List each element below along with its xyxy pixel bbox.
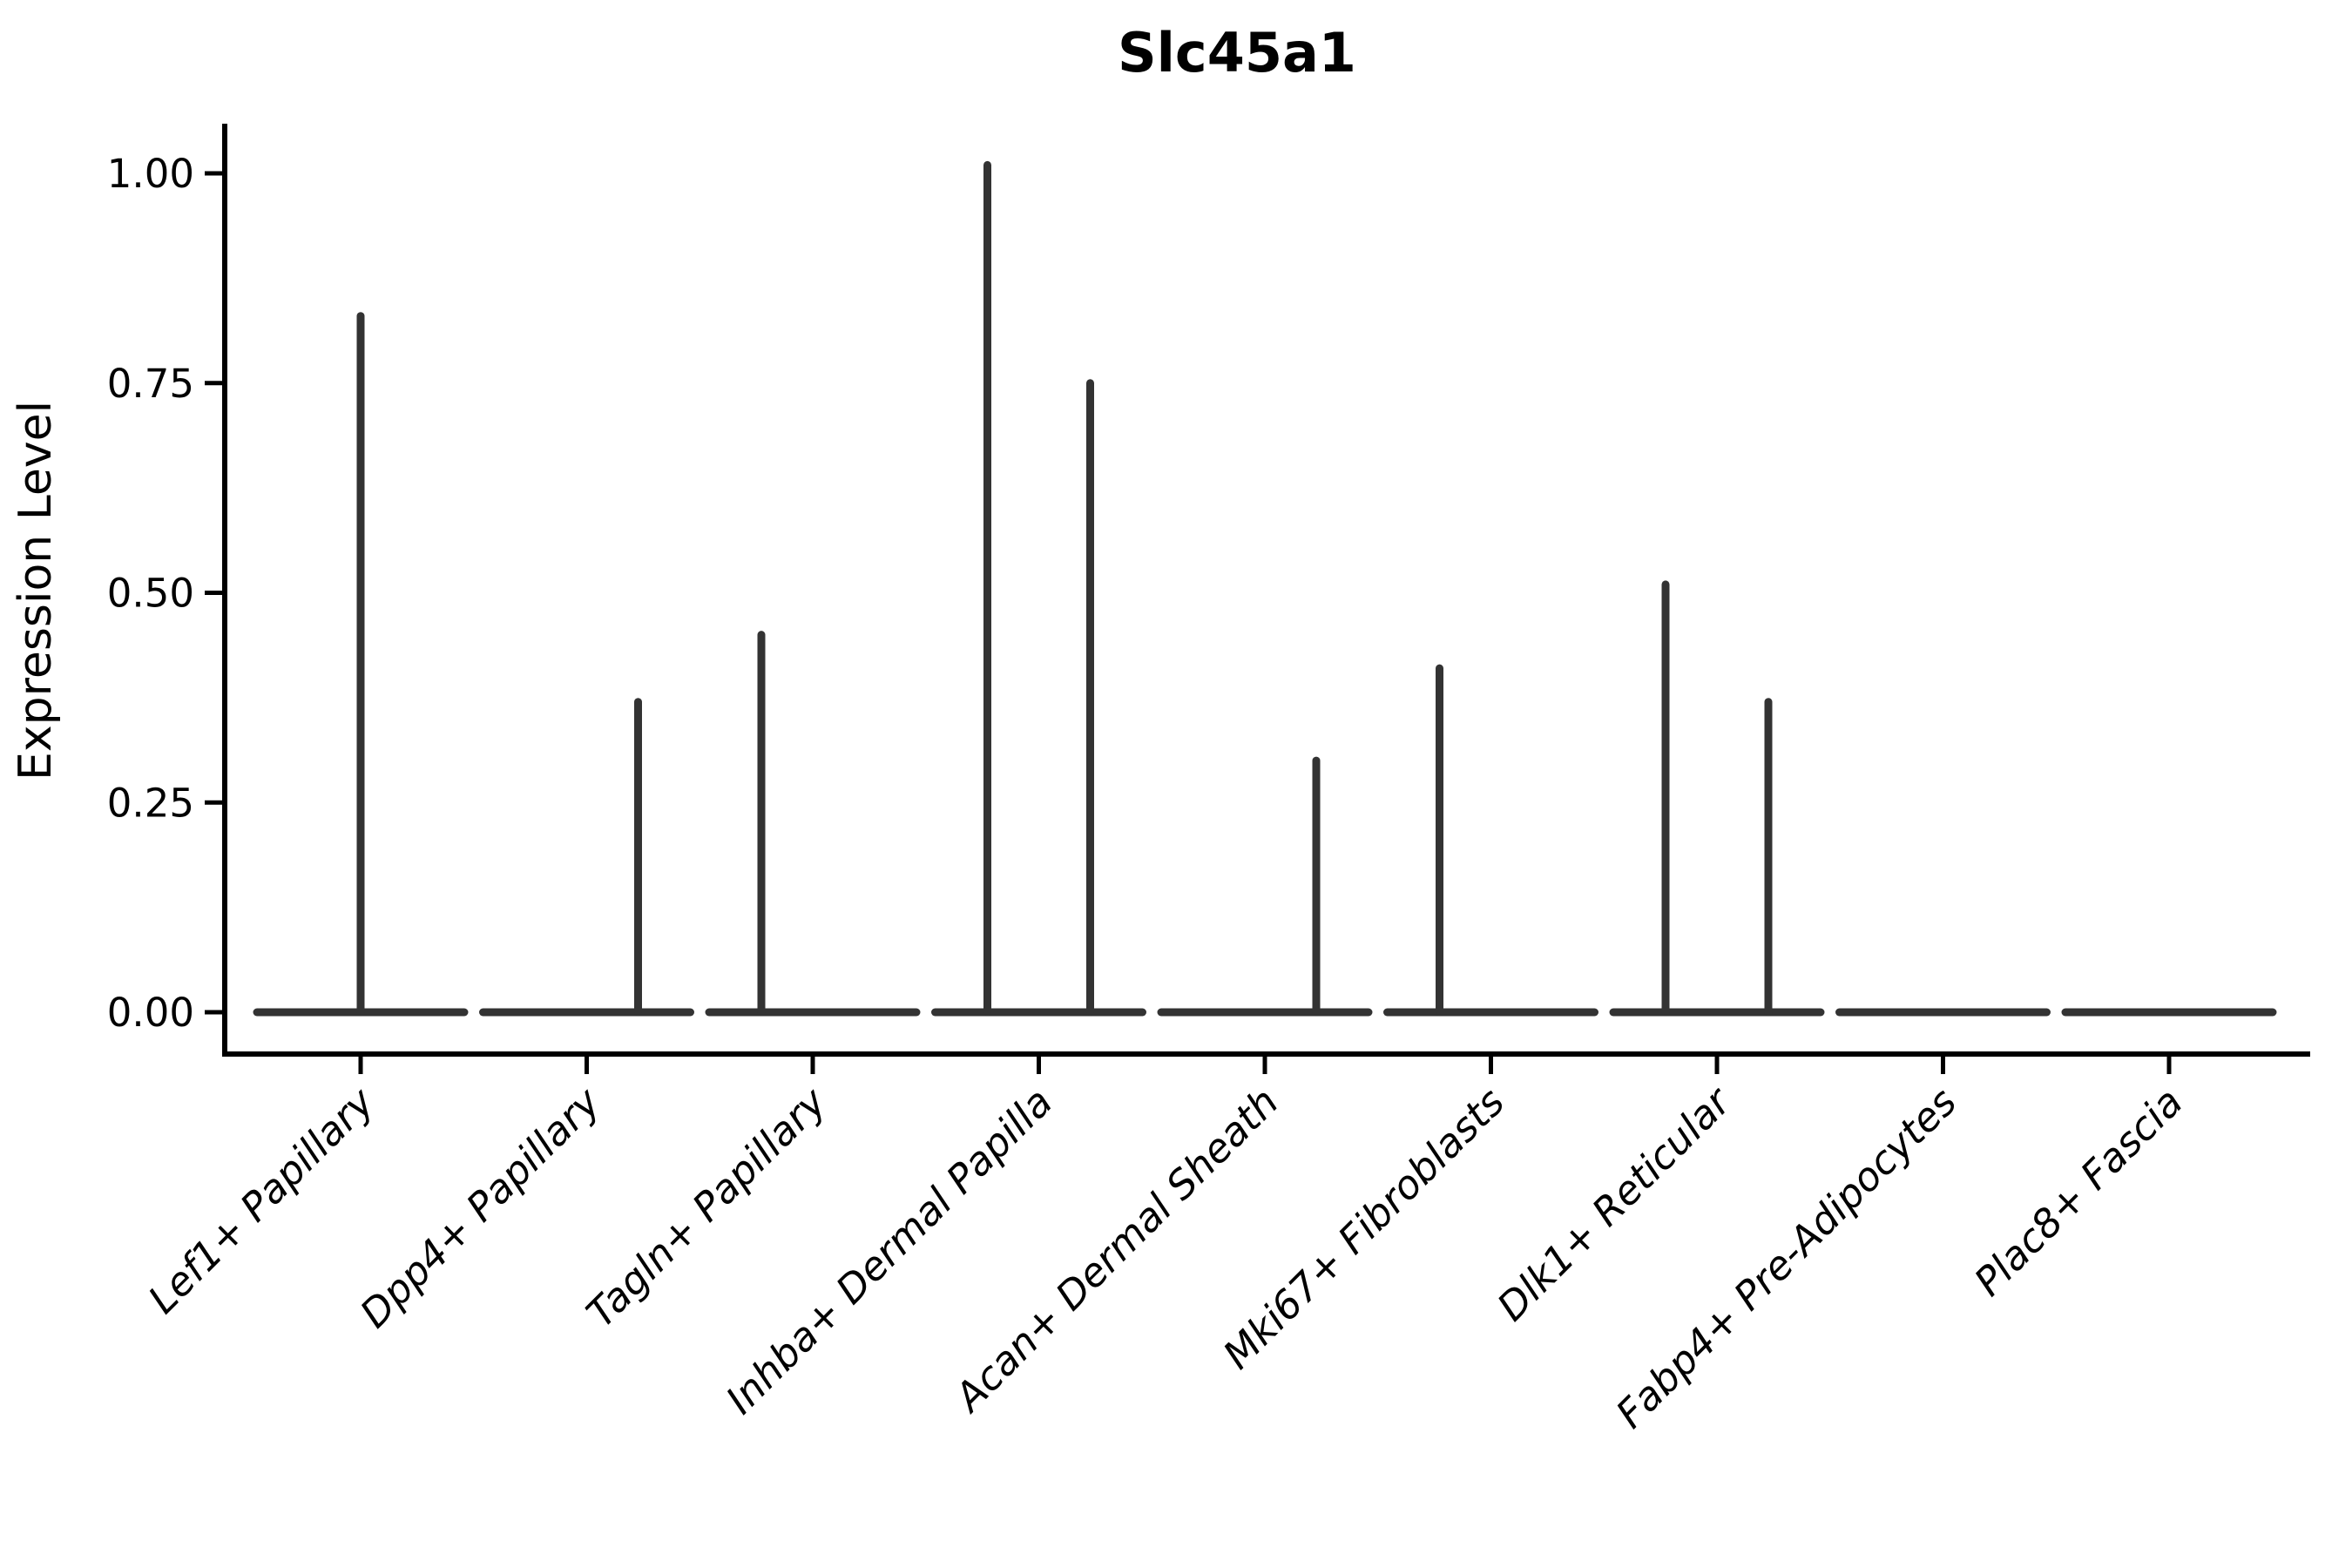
x-tick-label: Dlk1+ Reticular — [1488, 1078, 1740, 1330]
y-tick-labels: 0.00 0.25 0.50 0.75 1.00 — [107, 151, 194, 1036]
chart-title: Slc45a1 — [1118, 21, 1356, 84]
axes — [205, 124, 2310, 1074]
y-tick-label: 0.25 — [107, 780, 194, 826]
violins — [253, 160, 2277, 1017]
x-tick-label: Tagln+ Papillary — [578, 1078, 836, 1336]
x-tick-label: Plac8+ Fascia — [1965, 1078, 2192, 1305]
y-axis-label: Expression Level — [10, 401, 62, 781]
x-tick-label: Dpp4+ Papillary — [351, 1078, 610, 1336]
y-tick-label: 0.00 — [107, 990, 194, 1036]
y-tick-label: 0.75 — [107, 361, 194, 407]
y-tick-label: 0.50 — [107, 571, 194, 617]
y-tick-label: 1.00 — [107, 151, 194, 197]
x-tick-label: Lef1+ Papillary — [139, 1078, 384, 1322]
